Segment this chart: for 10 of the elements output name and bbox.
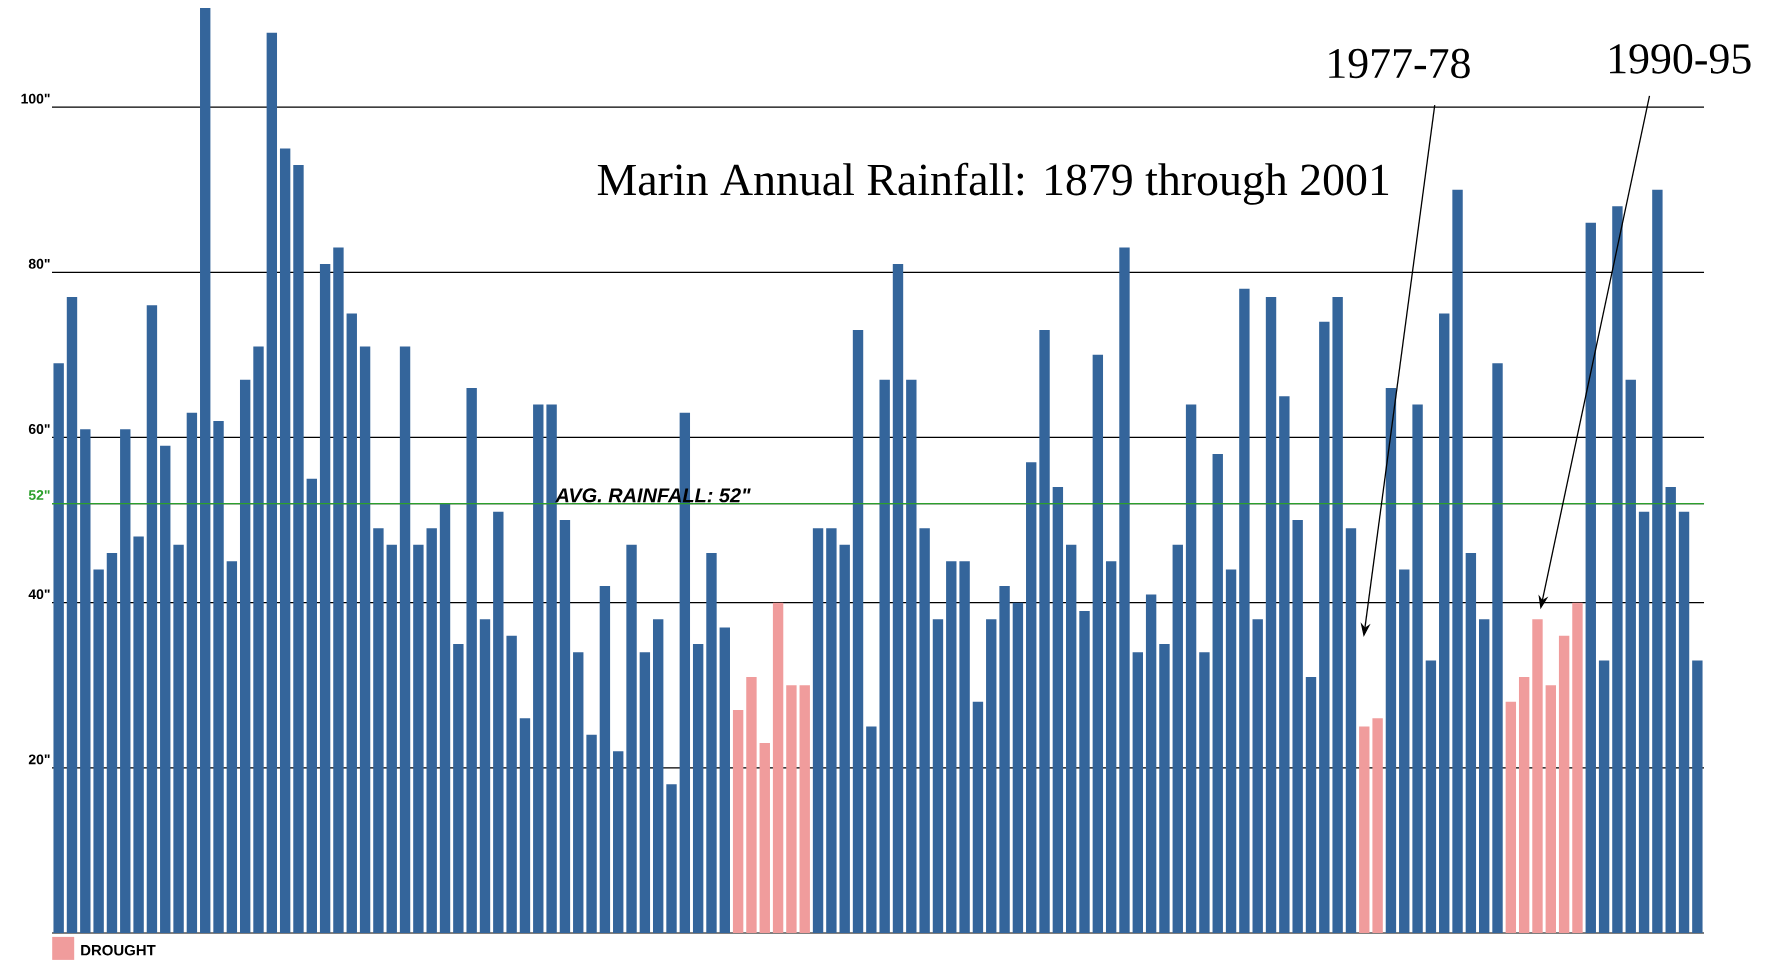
annotation: 1990-95 bbox=[1610, 44, 1751, 74]
y-tick-label: 20" bbox=[28, 754, 50, 765]
legend-label: DROUGHT bbox=[81, 944, 156, 956]
annotation: 1977-78 bbox=[1329, 48, 1470, 79]
text: Marin Annual Rainfall: 1879 through 2001 bbox=[597, 162, 1389, 205]
y-tick-label: 60" bbox=[28, 424, 50, 434]
y-tick-label: 80" bbox=[28, 258, 50, 269]
y-tick-label: 40" bbox=[28, 589, 50, 600]
y-tick-label: 100" bbox=[21, 93, 50, 104]
y-tick-label: 52" bbox=[28, 490, 50, 501]
